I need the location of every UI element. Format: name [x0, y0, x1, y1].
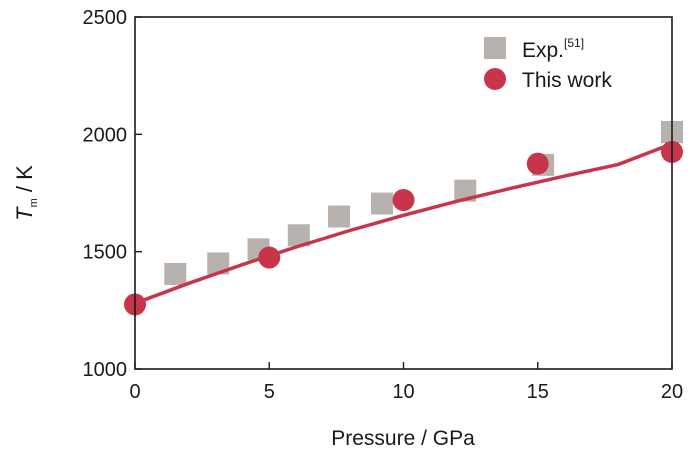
y-axis-label-subscript: m	[28, 198, 40, 207]
exp-data-point	[287, 224, 310, 247]
x-axis-ticks: 0 5 10 15 20	[129, 362, 683, 403]
y-tick-label: 1000	[83, 359, 128, 381]
x-tick-label: 10	[392, 381, 414, 403]
y-axis-label: Tm / K	[12, 165, 40, 221]
y-tick-label: 2500	[83, 7, 128, 29]
exp-data-point	[164, 262, 187, 285]
exp-data-point	[207, 252, 230, 275]
legend-exp-marker	[484, 37, 506, 59]
y-axis-label-unit: / K	[12, 165, 37, 198]
y-axis-ticks: 1000 1500 2000 2500	[83, 7, 142, 381]
y-tick-label: 2000	[83, 124, 128, 146]
legend-this-work-marker	[484, 68, 506, 90]
legend-this-work-label: This work	[522, 69, 612, 92]
exp-series-markers	[164, 120, 683, 285]
this-work-data-point	[392, 189, 415, 212]
y-tick-label: 1500	[83, 242, 128, 264]
this-work-data-point	[526, 152, 549, 175]
x-tick-label: 20	[661, 381, 683, 403]
fit-curve	[133, 141, 674, 306]
legend: Exp.[51] This work	[484, 36, 612, 92]
y-axis-label-symbol: T	[12, 206, 37, 221]
exp-data-point	[371, 192, 394, 215]
svg-text:Tm / K: Tm / K	[12, 165, 40, 221]
exp-data-point	[328, 205, 351, 228]
x-tick-label: 0	[129, 381, 140, 403]
x-tick-label: 15	[527, 381, 549, 403]
x-axis-label: Pressure / GPa	[331, 427, 475, 450]
this-work-data-point	[258, 246, 281, 269]
x-tick-label: 5	[264, 381, 275, 403]
legend-exp-label: Exp.[51]	[522, 36, 584, 62]
